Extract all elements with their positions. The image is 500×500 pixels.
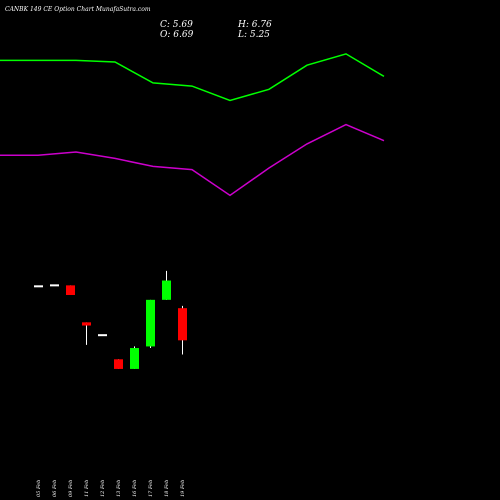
candle-body [82, 322, 91, 326]
candle-11-feb [82, 322, 91, 345]
candle-12-feb [98, 334, 107, 337]
candle-18-feb [162, 270, 171, 300]
bands-layer [0, 53, 385, 197]
candle-body [114, 359, 123, 369]
candle-body [98, 334, 107, 337]
candles-layer [34, 270, 187, 369]
candle-16-feb [130, 346, 139, 369]
x-axis-labels: 05 Feb 06 Feb 09 Feb 11 Feb 12 Feb 13 Feb 16 F… [36, 480, 186, 497]
candle-13-feb [114, 359, 123, 369]
candle-body [130, 348, 139, 369]
candle-05-feb [34, 285, 43, 288]
x-tick-label: 16 Feb [132, 480, 138, 497]
chart-title: CANBK 149 CE Option Chart MunafaSutra.co… [5, 6, 151, 13]
candle-body [50, 284, 59, 287]
upper-band-line [0, 53, 385, 102]
x-tick-label: 11 Feb [84, 480, 90, 497]
close-value: C: 5.69 [160, 20, 193, 30]
x-tick-label: 09 Feb [68, 480, 74, 497]
open-value: O: 6.69 [160, 30, 194, 40]
candle-body [146, 299, 155, 347]
candle-06-feb [50, 284, 59, 287]
x-tick-label: 05 Feb [36, 480, 42, 497]
x-tick-label: 06 Feb [52, 480, 58, 497]
candle-body [66, 285, 75, 295]
candle-body [178, 308, 187, 341]
low-value: L: 5.25 [238, 30, 270, 40]
candle-19-feb [178, 305, 187, 355]
x-tick-label: 12 Feb [100, 480, 106, 497]
candle-17-feb [146, 299, 155, 349]
x-tick-label: 17 Feb [148, 480, 154, 497]
candle-09-feb [66, 285, 75, 295]
x-tick-label: 19 Feb [180, 480, 186, 497]
high-value: H: 6.76 [238, 20, 272, 30]
candle-body [162, 280, 171, 300]
x-tick-label: 18 Feb [164, 480, 170, 497]
candle-body [34, 285, 43, 288]
lower-band-line [0, 123, 385, 197]
x-tick-label: 13 Feb [116, 480, 122, 497]
